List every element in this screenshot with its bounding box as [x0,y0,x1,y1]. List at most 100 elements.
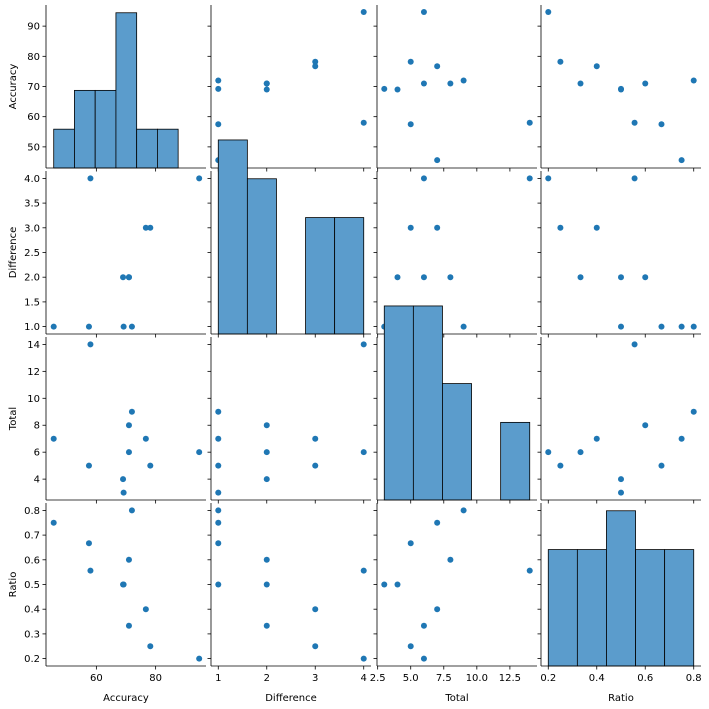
scatter-point-accuracy-vs-total-9 [434,157,441,164]
scatter-point-difference-vs-accuracy-0 [196,175,203,182]
scatter-point-total-vs-accuracy-3 [125,449,132,456]
scatter-point-accuracy-vs-difference-1 [312,58,319,65]
y-tick-label: 0.7 [24,531,40,542]
scatter-point-difference-vs-accuracy-9 [50,323,57,330]
scatter-point-total-vs-difference-7 [360,341,367,348]
scatter-point-total-vs-ratio-2 [593,435,600,442]
scatter-point-ratio-vs-accuracy-10 [128,507,135,514]
x-tick-label: 10.0 [466,673,488,684]
panel-total-vs-difference [207,337,371,504]
scatter-point-total-vs-accuracy-10 [128,408,135,415]
scatter-point-total-vs-ratio-1 [557,462,564,469]
panel-ratio-vs-difference: 1 2 3 4 [207,503,371,684]
panel-ratio-vs-accuracy: 60 80 0.2 0.3 0.4 0.5 0.6 0.7 0.8 [24,503,206,684]
y-tick-label: 60 [27,112,40,123]
panel-accuracy-vs-total [373,5,537,172]
scatter-point-difference-vs-ratio-7 [631,175,638,182]
x-axis-label-difference: Difference [265,693,317,704]
scatter-point-accuracy-vs-difference-5 [215,85,222,92]
y-tick-label: 4 [34,475,40,486]
histogram-bar-total-0 [383,305,414,501]
scatter-point-difference-vs-ratio-9 [678,323,685,330]
histogram-bar-accuracy-0 [53,128,75,169]
histogram-bar-total-4 [500,421,531,501]
scatter-point-difference-vs-ratio-5 [618,323,624,330]
histogram-bar-ratio-0 [547,549,578,667]
scatter-point-accuracy-vs-total-3 [420,80,427,87]
scatter-point-ratio-vs-accuracy-2 [142,606,149,613]
scatter-point-difference-vs-total-1 [407,224,414,231]
scatter-point-ratio-vs-accuracy-9 [50,519,57,526]
scatter-point-accuracy-vs-ratio-3 [577,80,584,87]
scatter-point-difference-vs-ratio-4 [618,274,624,281]
scatter-point-difference-vs-ratio-2 [593,224,600,231]
x-tick-label: 60 [90,673,103,684]
scatter-point-total-vs-ratio-3 [577,449,584,456]
histogram-bar-difference-3 [305,217,336,335]
panel-total-vs-accuracy: 4 6 8 10 12 14 [27,337,206,504]
scatter-point-ratio-vs-accuracy-5 [120,581,127,588]
scatter-point-ratio-vs-accuracy-3 [125,622,132,629]
panel-accuracy-vs-accuracy: 50 60 70 80 90 [27,5,206,172]
scatter-point-ratio-vs-accuracy-1 [147,643,154,650]
scatter-point-total-vs-accuracy-5 [120,489,127,496]
scatter-point-total-vs-difference-6 [263,422,270,429]
scatter-point-ratio-vs-total-5 [381,581,388,588]
histogram-bar-difference-1 [246,178,277,335]
scatter-point-accuracy-vs-total-2 [434,63,441,70]
scatter-point-ratio-vs-accuracy-0 [196,655,203,662]
y-tick-label: 0.6 [24,555,40,566]
y-tick-label: 0.5 [24,580,40,591]
scatter-point-ratio-vs-total-8 [407,540,414,547]
scatter-point-accuracy-vs-ratio-8 [658,121,665,128]
scatter-point-accuracy-vs-ratio-7 [631,119,638,126]
scatter-point-difference-vs-total-7 [526,175,533,182]
histogram-bar-accuracy-4 [136,128,158,169]
y-tick-label: 1.5 [24,297,40,308]
y-tick-label: 12 [27,367,40,378]
scatter-point-difference-vs-accuracy-10 [128,323,135,330]
panel-ratio-vs-ratio: 0.2 0.4 0.6 0.8 [537,503,702,684]
y-tick-label: 2.5 [24,248,40,259]
scatter-point-difference-vs-accuracy-6 [125,274,132,281]
panel-ratio-vs-total: 2.5 5.0 7.5 10.0 12.5 [370,503,537,684]
y-tick-label: 14 [27,340,40,351]
scatter-point-total-vs-ratio-0 [545,449,552,456]
panel-total-vs-total [373,305,537,504]
y-tick-label: 10 [27,394,40,405]
y-tick-label: 8 [34,421,40,432]
scatter-point-total-vs-ratio-7 [631,341,638,348]
scatter-point-ratio-vs-total-9 [434,519,441,526]
scatter-point-total-vs-difference-2 [312,435,319,442]
scatter-point-total-vs-ratio-6 [642,422,649,429]
scatter-point-difference-vs-accuracy-2 [142,224,149,231]
histogram-bar-difference-0 [217,139,248,335]
panel-total-vs-ratio [537,337,701,504]
histogram-bar-total-2 [442,383,472,501]
scatter-point-total-vs-difference-9 [215,435,222,442]
scatter-point-total-vs-difference-5 [215,489,222,496]
scatter-point-total-vs-difference-10 [215,408,222,415]
x-tick-label: 0.8 [686,673,702,684]
scatter-point-accuracy-vs-difference-2 [312,63,319,70]
histogram-bar-accuracy-3 [115,12,138,169]
y-tick-label: 0.4 [24,605,40,616]
scatter-point-total-vs-accuracy-1 [147,462,154,469]
y-tick-label: 90 [27,22,40,33]
histogram-bar-accuracy-5 [157,128,179,169]
scatter-point-ratio-vs-total-1 [407,643,414,650]
scatter-point-accuracy-vs-ratio-0 [545,8,552,15]
x-tick-label: 0.6 [637,673,653,684]
scatter-point-ratio-vs-total-0 [420,655,427,662]
scatter-point-ratio-vs-accuracy-8 [85,540,92,547]
scatter-point-difference-vs-total-0 [420,175,427,182]
y-tick-label: 4.0 [24,174,40,185]
panel-difference-vs-accuracy: 1.0 1.5 2.0 2.5 3.0 3.5 4.0 [24,171,206,338]
y-tick-label: 70 [27,82,40,93]
scatter-point-accuracy-vs-ratio-6 [642,80,649,87]
x-tick-label: 5.0 [403,673,419,684]
scatter-point-total-vs-difference-3 [263,449,270,456]
scatter-point-total-vs-accuracy-8 [85,462,92,469]
histogram-bar-total-1 [412,305,443,501]
